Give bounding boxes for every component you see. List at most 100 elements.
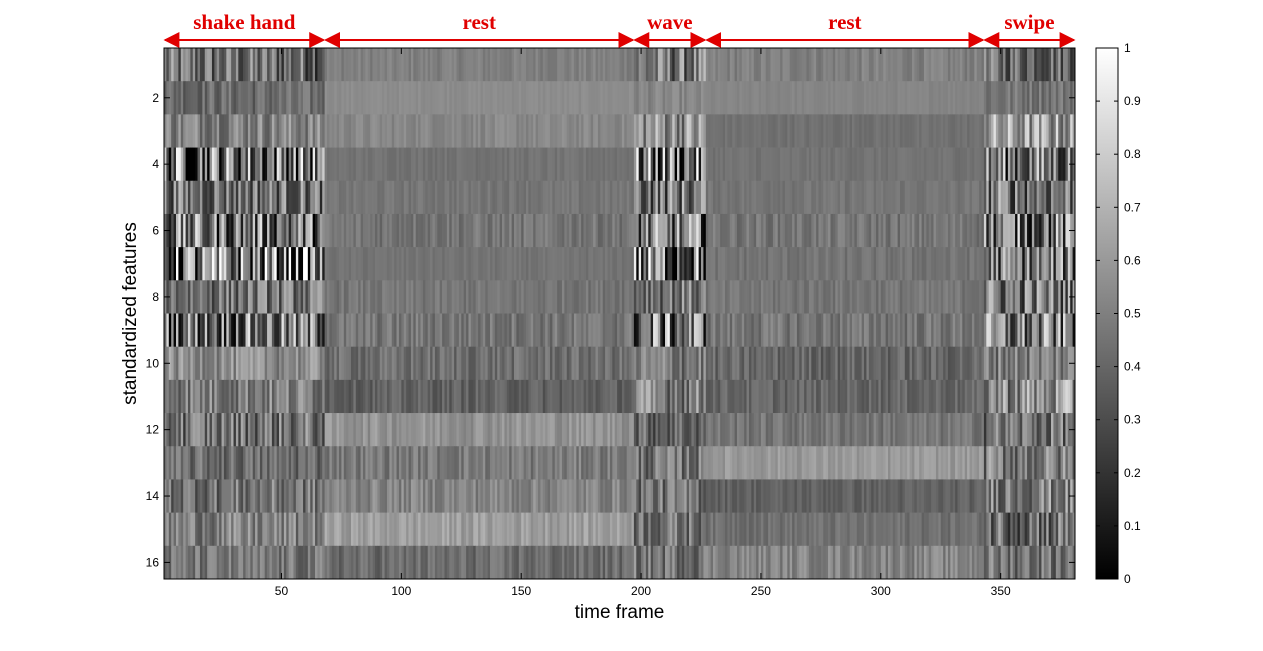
heatmap-cell xyxy=(811,413,815,447)
heatmap-cell xyxy=(482,379,486,414)
heatmap-cell xyxy=(789,379,793,414)
heatmap-cell xyxy=(372,280,376,314)
heatmap-cell xyxy=(533,213,536,248)
heatmap-cell xyxy=(221,313,225,348)
heatmap-cell xyxy=(430,280,433,314)
heatmap-cell xyxy=(518,247,522,281)
heatmap-cell xyxy=(710,247,714,281)
heatmap-cell xyxy=(1024,313,1028,348)
heatmap-cell xyxy=(607,180,611,215)
heatmap-cell xyxy=(602,446,606,480)
heatmap-cell xyxy=(374,48,378,82)
heatmap-cell xyxy=(442,48,445,82)
heatmap-cell xyxy=(638,48,642,82)
heatmap-cell xyxy=(648,114,652,148)
heatmap-cell xyxy=(967,313,970,348)
heatmap-cell xyxy=(173,213,177,248)
heatmap-cell xyxy=(190,213,194,248)
heatmap-cell xyxy=(760,48,764,82)
heatmap-cell xyxy=(1024,114,1028,148)
heatmap-cell xyxy=(530,114,534,148)
heatmap-cell xyxy=(216,247,220,281)
heatmap-cell xyxy=(705,413,709,447)
heatmap-cell xyxy=(468,81,472,115)
heatmap-cell xyxy=(585,180,589,215)
heatmap-cell xyxy=(473,313,477,348)
heatmap-cell xyxy=(799,346,803,381)
heatmap-cell xyxy=(257,446,261,480)
heatmap-cell xyxy=(873,247,877,281)
heatmap-cell xyxy=(619,48,623,82)
heatmap-cell xyxy=(696,114,699,148)
heatmap-cell xyxy=(432,48,436,82)
heatmap-cell xyxy=(420,313,424,348)
heatmap-cell xyxy=(907,346,910,381)
heatmap-cell xyxy=(677,379,680,414)
heatmap-cell xyxy=(427,413,431,447)
heatmap-cell xyxy=(813,147,817,182)
heatmap-cell xyxy=(211,346,215,381)
heatmap-cell xyxy=(614,379,618,414)
heatmap-cell xyxy=(902,280,906,314)
heatmap-cell xyxy=(844,147,848,182)
heatmap-cell xyxy=(259,280,263,314)
heatmap-cell xyxy=(303,280,306,314)
heatmap-cell xyxy=(425,247,429,281)
heatmap-cell xyxy=(991,147,994,182)
heatmap-cell xyxy=(710,48,714,82)
heatmap-cell xyxy=(581,213,584,248)
heatmap-cell xyxy=(204,213,208,248)
heatmap-cell xyxy=(334,180,337,215)
heatmap-cell xyxy=(235,479,239,513)
heatmap-cell xyxy=(259,313,263,348)
heatmap-cell xyxy=(456,379,460,414)
heatmap-cell xyxy=(298,247,301,281)
heatmap-cell xyxy=(336,346,340,381)
heatmap-cell xyxy=(710,446,714,480)
heatmap-cell xyxy=(732,446,735,480)
heatmap-cell xyxy=(971,213,975,248)
heatmap-cell xyxy=(264,180,268,215)
heatmap-cell xyxy=(547,147,551,182)
heatmap-cell xyxy=(437,48,441,82)
heatmap-cell xyxy=(386,213,390,248)
heatmap-cell xyxy=(554,346,558,381)
heatmap-cell xyxy=(564,313,568,348)
heatmap-cell xyxy=(698,247,702,281)
heatmap-cell xyxy=(880,313,884,348)
heatmap-cell xyxy=(432,247,436,281)
heatmap-cell xyxy=(621,413,625,447)
heatmap-cell xyxy=(909,147,913,182)
heatmap-cell xyxy=(221,280,225,314)
heatmap-cell xyxy=(1051,48,1054,82)
heatmap-cell xyxy=(597,213,601,248)
heatmap-cell xyxy=(552,247,556,281)
heatmap-cell xyxy=(926,313,930,348)
heatmap-cell xyxy=(259,446,263,480)
heatmap-cell xyxy=(842,180,846,215)
heatmap-cell xyxy=(931,280,934,314)
heatmap-cell xyxy=(279,81,282,115)
heatmap-cell xyxy=(876,147,879,182)
heatmap-cell xyxy=(1031,313,1035,348)
heatmap-cell xyxy=(938,213,942,248)
heatmap-cell xyxy=(561,180,565,215)
heatmap-cell xyxy=(506,247,510,281)
heatmap-cell xyxy=(909,446,913,480)
heatmap-cell xyxy=(511,379,515,414)
heatmap-cell xyxy=(621,213,625,248)
heatmap-cell xyxy=(739,213,743,248)
heatmap-cell xyxy=(1065,48,1069,82)
heatmap-cell xyxy=(482,114,486,148)
heatmap-cell xyxy=(943,446,946,480)
heatmap-cell xyxy=(554,114,558,148)
heatmap-cell xyxy=(1067,446,1071,480)
heatmap-cell xyxy=(207,147,210,182)
heatmap-cell xyxy=(461,114,465,148)
heatmap-cell xyxy=(497,413,500,447)
heatmap-cell xyxy=(487,48,491,82)
heatmap-cell xyxy=(379,379,383,414)
heatmap-cell xyxy=(195,280,198,314)
heatmap-cell xyxy=(617,247,620,281)
heatmap-cell xyxy=(164,48,167,82)
